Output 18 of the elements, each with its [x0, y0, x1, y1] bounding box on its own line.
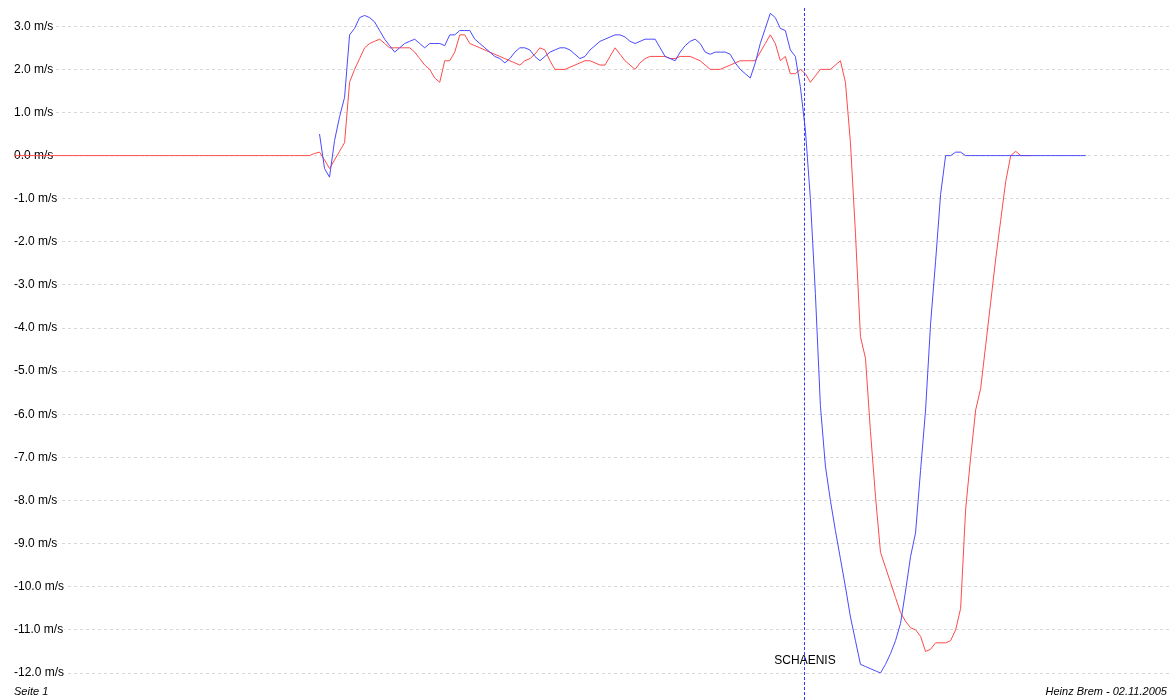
y-tick-label: -5.0 m/s	[14, 363, 58, 378]
y-tick-label: -2.0 m/s	[14, 234, 58, 249]
text: Seite 1	[14, 684, 49, 697]
y-tick-label: 3.0 m/s	[14, 18, 54, 33]
y-tick-label: -11.0 m/s	[14, 622, 64, 637]
y-tick-label: -7.0 m/s	[14, 449, 58, 464]
y-tick-label: -9.0 m/s	[14, 535, 58, 550]
y-tick-label: 2.0 m/s	[14, 61, 54, 76]
annotation: SCHAENIS	[774, 653, 836, 668]
text: Heinz Brem - 02.11.2005	[1045, 684, 1168, 697]
y-tick-label: 1.0 m/s	[14, 104, 54, 119]
y-tick-label: -12.0 m/s	[14, 665, 65, 680]
y-tick-label: -3.0 m/s	[14, 277, 58, 292]
y-tick-label: -8.0 m/s	[14, 492, 58, 507]
y-tick-label: -4.0 m/s	[14, 320, 58, 335]
y-tick-label: -6.0 m/s	[14, 406, 58, 421]
y-tick-label: -10.0 m/s	[14, 579, 65, 594]
y-tick-label: -1.0 m/s	[14, 191, 58, 206]
